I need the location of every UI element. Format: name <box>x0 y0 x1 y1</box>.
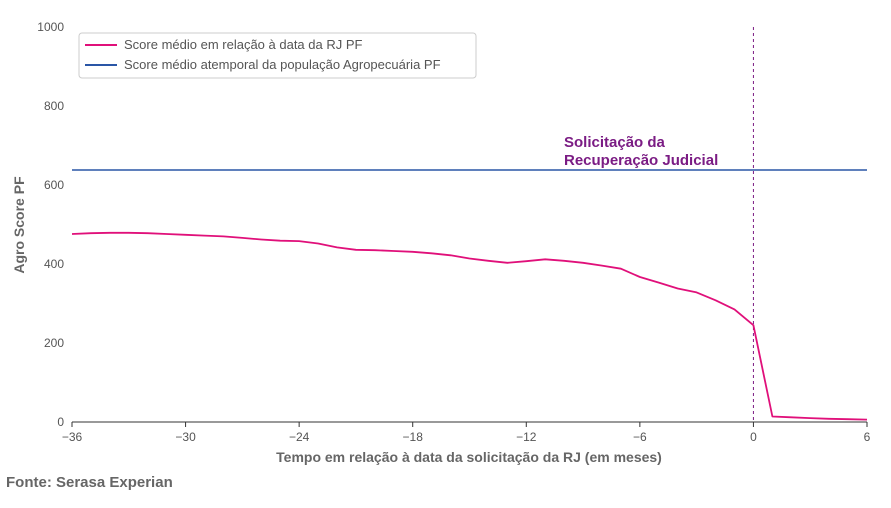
x-tick-label: −12 <box>516 430 537 444</box>
x-tick-label: −18 <box>403 430 424 444</box>
legend: Score médio em relação à data da RJ PF S… <box>78 32 477 79</box>
y-tick-label: 400 <box>44 257 64 271</box>
y-tick-label: 200 <box>44 336 64 350</box>
y-tick-label: 1000 <box>37 20 64 34</box>
x-tick-label: −6 <box>633 430 647 444</box>
rj-annotation-line-2: Recuperação Judicial <box>564 152 718 169</box>
y-axis-ticks: 0 200 400 600 800 1000 <box>37 20 64 429</box>
line-chart: 0 200 400 600 800 1000 −36 −30 −24 −18 −12 −6 0 6 So… <box>11 20 871 465</box>
y-axis-title: Agro Score PF <box>11 176 27 274</box>
legend-label-population-score: Score médio atemporal da população Agrop… <box>124 57 441 72</box>
x-tick-label: −30 <box>175 430 196 444</box>
legend-label-rj-score: Score médio em relação à data da RJ PF <box>124 37 363 52</box>
x-axis-title: Tempo em relação à data da solicitação d… <box>276 449 662 465</box>
rj-annotation-line-1: Solicitação da <box>564 134 666 151</box>
x-tick-label: 0 <box>750 430 757 444</box>
y-tick-label: 0 <box>57 415 64 429</box>
source-note: Fonte: Serasa Experian <box>6 474 173 491</box>
series-rj-average-score-line <box>71 231 868 421</box>
x-axis-ticks: −36 −30 −24 −18 −12 −6 0 6 <box>62 422 871 444</box>
y-tick-label: 600 <box>44 178 64 192</box>
x-tick-label: 6 <box>864 430 871 444</box>
y-tick-label: 800 <box>44 99 64 113</box>
x-tick-label: −36 <box>62 430 83 444</box>
legend-box <box>78 32 477 79</box>
x-tick-label: −24 <box>289 430 310 444</box>
